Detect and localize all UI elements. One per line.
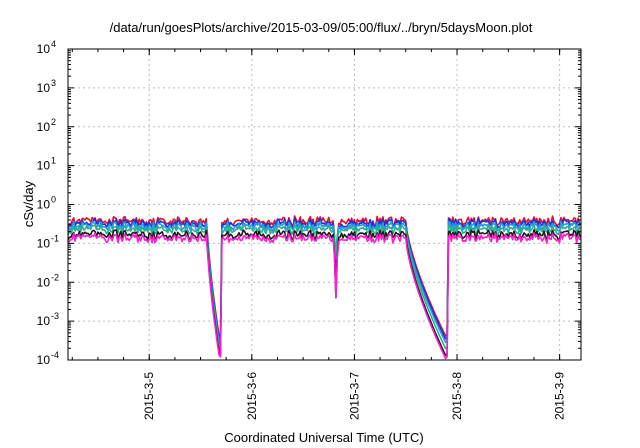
y-tick-exponent: 0 (51, 195, 56, 205)
y-tick-base: 10 (37, 275, 51, 289)
y-tick-label: 10 -3 (37, 311, 59, 328)
y-tick-base: 10 (37, 198, 51, 212)
series-line (67, 223, 582, 350)
x-tick-label: 2015-3-5 (142, 372, 156, 420)
y-tick-label: 10 -1 (37, 233, 59, 250)
y-tick-base: 10 (37, 42, 51, 56)
y-tick-base: 10 (37, 81, 51, 95)
y-tick-label: 10 -2 (37, 272, 59, 289)
chart-title: /data/run/goesPlots/archive/2015-03-09/0… (110, 20, 533, 35)
y-tick-base: 10 (37, 314, 51, 328)
x-tick-label: 2015-3-9 (553, 372, 567, 420)
grid-lines (68, 49, 581, 360)
x-tick-label: 2015-3-7 (347, 372, 361, 420)
series-line (67, 229, 582, 357)
axis-ticks (68, 48, 581, 361)
y-tick-label: 10 0 (37, 195, 56, 212)
y-tick-label: 10 1 (37, 156, 56, 173)
x-axis-label: Coordinated Universal Time (UTC) (224, 430, 423, 445)
y-tick-base: 10 (37, 353, 51, 367)
y-tick-exponent: 4 (51, 39, 56, 49)
y-tick-label: 10 3 (37, 78, 56, 95)
y-tick-exponent: -1 (51, 233, 59, 243)
y-tick-exponent: -4 (51, 350, 59, 360)
y-tick-base: 10 (37, 159, 51, 173)
y-tick-exponent: -3 (51, 311, 59, 321)
x-tick-labels: 2015-3-5 2015-3-6 2015-3-7 2015-3-8 2015-3-9 (142, 372, 566, 420)
series-line (67, 232, 581, 360)
series-lines (67, 215, 582, 360)
y-tick-label: 10 4 (37, 39, 56, 56)
y-tick-exponent: -2 (51, 272, 59, 282)
y-tick-exponent: 1 (51, 156, 56, 166)
y-tick-base: 10 (37, 120, 51, 134)
y-tick-label: 10 -4 (37, 350, 59, 367)
x-tick-label: 2015-3-6 (245, 372, 259, 420)
y-tick-label: 10 2 (37, 117, 56, 134)
y-tick-base: 10 (37, 236, 51, 250)
y-axis-label: cSv/day (21, 180, 36, 227)
x-tick-label: 2015-3-8 (450, 372, 464, 420)
series-line (67, 220, 582, 345)
y-tick-exponent: 3 (51, 78, 56, 88)
y-tick-exponent: 2 (51, 117, 56, 127)
